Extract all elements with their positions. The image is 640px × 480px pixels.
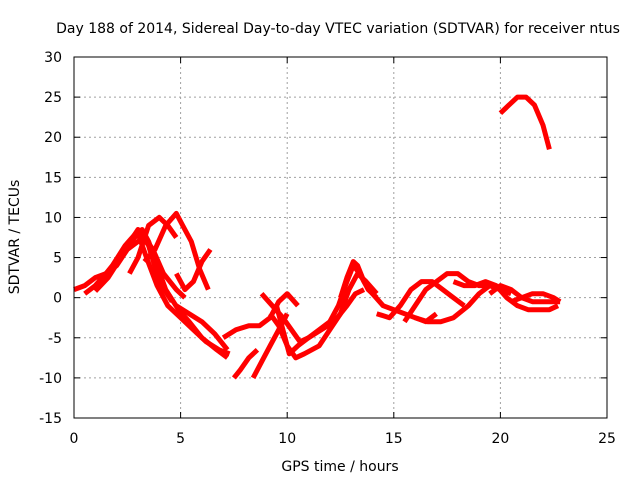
x-tick-label: 5 xyxy=(176,431,185,447)
x-tick-label: 25 xyxy=(598,431,616,447)
x-axis-label: GPS time / hours xyxy=(281,459,398,475)
y-tick-label: 25 xyxy=(44,90,62,106)
y-tick-label: -15 xyxy=(39,411,62,427)
y-tick-label: 20 xyxy=(44,130,62,146)
series-track-5 xyxy=(127,214,179,275)
series-track-18 xyxy=(414,283,492,325)
series-track-16 xyxy=(375,279,466,321)
x-tick-label: 0 xyxy=(70,431,79,447)
chart-title: Day 188 of 2014, Sidereal Day-to-day VTE… xyxy=(56,21,620,37)
y-tick-label: 30 xyxy=(44,50,62,66)
y-tick-label: -5 xyxy=(48,331,62,347)
y-tick-label: 0 xyxy=(53,291,62,307)
y-tick-label: -10 xyxy=(39,371,62,387)
data-series xyxy=(73,94,562,380)
series-track-9 xyxy=(221,291,300,340)
series-track-4 xyxy=(93,231,231,357)
series-track-8 xyxy=(174,303,230,352)
axis-ticks: 0 5 10 15 20 25 -15 -10 -5 0 5 10 15 20 25 30 xyxy=(39,50,616,447)
series-track-21 xyxy=(510,291,562,305)
series-track-19 xyxy=(452,279,560,313)
series-track-7 xyxy=(174,248,213,293)
y-axis-label: SDTVAR / TECUs xyxy=(7,180,23,295)
x-tick-label: 10 xyxy=(278,431,296,447)
x-tick-label: 20 xyxy=(491,431,509,447)
y-tick-label: 15 xyxy=(44,170,62,186)
plot-frame xyxy=(73,56,608,419)
x-tick-label: 15 xyxy=(385,431,403,447)
grid-lines xyxy=(74,57,607,418)
series-track-14 xyxy=(274,287,366,357)
y-tick-label: 10 xyxy=(44,210,62,226)
y-tick-label: 5 xyxy=(53,251,62,267)
series-track-22 xyxy=(498,94,552,150)
series-track-20 xyxy=(488,283,561,305)
series-track-10 xyxy=(231,347,260,380)
